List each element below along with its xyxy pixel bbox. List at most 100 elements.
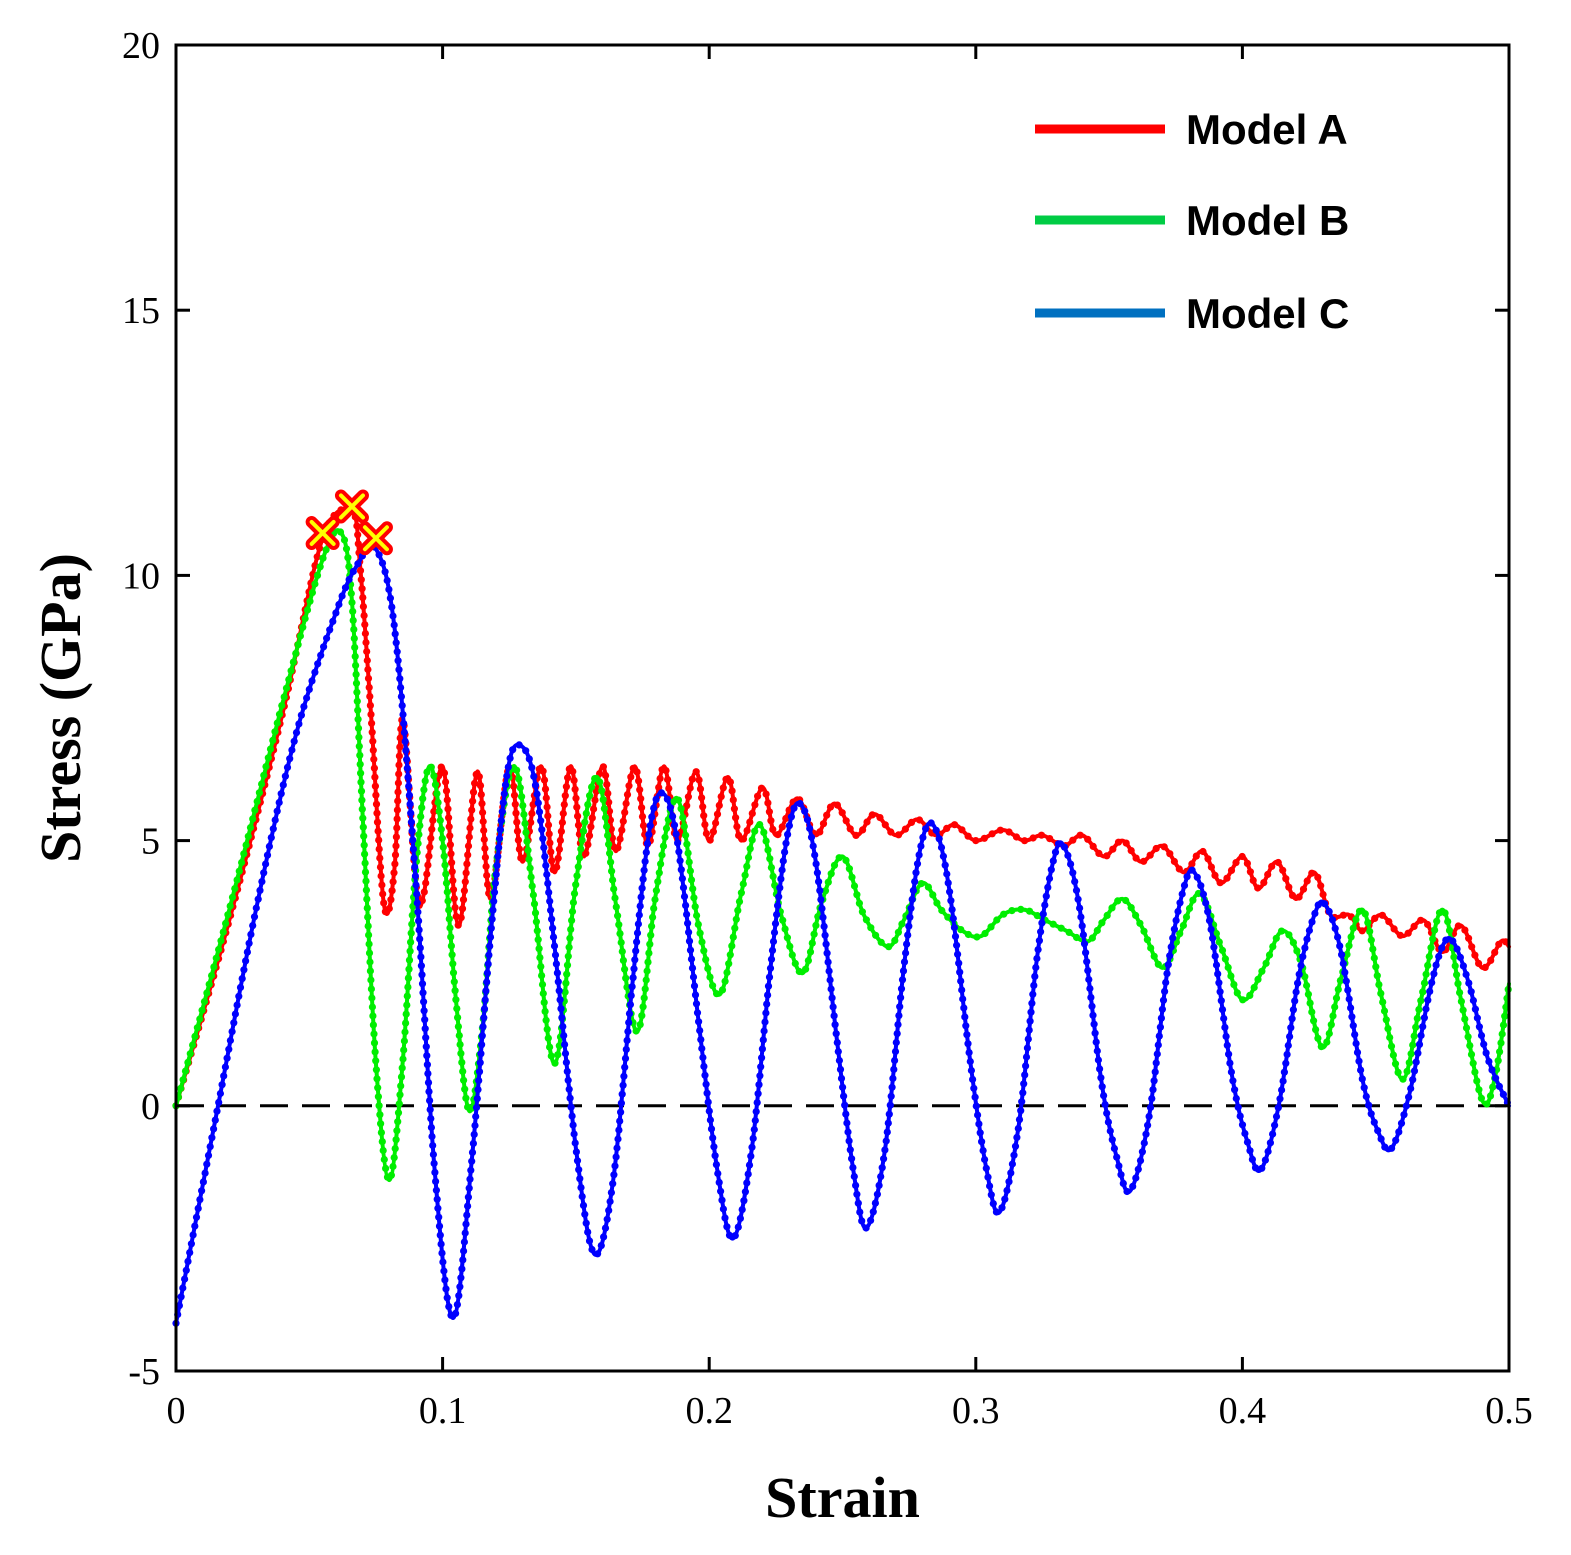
series-point-model-b — [573, 872, 581, 880]
series-point-model-a — [527, 818, 535, 827]
series-point-model-b — [177, 1084, 185, 1092]
series-point-model-c — [420, 1007, 428, 1015]
series-point-model-b — [723, 968, 731, 977]
series-point-model-c — [759, 1036, 767, 1044]
series-point-model-b — [355, 733, 363, 741]
series-point-model-a — [715, 801, 723, 810]
series-point-model-c — [413, 890, 421, 898]
series-point-model-a — [695, 776, 703, 784]
series-point-model-c — [1132, 1174, 1140, 1182]
series-point-model-a — [572, 794, 580, 802]
series-point-model-a — [389, 878, 397, 886]
series-point-model-c — [550, 942, 559, 950]
series-point-model-c — [1374, 1127, 1382, 1135]
series-point-model-b — [611, 894, 619, 902]
series-point-model-c — [616, 1117, 624, 1125]
series-point-model-b — [767, 864, 776, 872]
series-point-model-a — [460, 887, 468, 895]
y-tick-label: 0 — [141, 1086, 160, 1128]
series-point-model-a — [363, 656, 371, 665]
series-point-model-b — [1103, 911, 1111, 920]
series-point-model-b — [862, 916, 871, 924]
series-point-model-a — [510, 791, 519, 799]
series-point-model-c — [400, 728, 408, 737]
series-point-model-c — [642, 848, 650, 857]
series-point-model-b — [357, 787, 366, 795]
series-point-model-c — [643, 839, 652, 848]
series-point-model-c — [545, 888, 553, 897]
series-point-model-b — [397, 1073, 406, 1081]
series-point-model-a — [943, 824, 951, 833]
series-point-model-c — [1090, 1020, 1098, 1028]
series-point-model-a — [1170, 857, 1178, 866]
series-point-model-a — [733, 823, 741, 831]
series-point-model-c — [191, 1222, 199, 1230]
series-point-model-b — [452, 996, 460, 1004]
series-point-model-b — [352, 661, 360, 670]
series-point-model-a — [390, 869, 398, 877]
series-point-model-c — [978, 1138, 986, 1146]
series-point-model-c — [840, 1092, 848, 1100]
series-point-model-b — [646, 940, 654, 948]
series-point-model-b — [404, 983, 412, 991]
series-point-model-b — [654, 878, 662, 886]
series-point-model-c — [734, 1223, 742, 1231]
series-point-model-b — [1272, 934, 1280, 942]
series-point-model-c — [850, 1172, 858, 1181]
series-point-model-b — [394, 1109, 403, 1117]
series-point-model-c — [1238, 1121, 1247, 1129]
series-point-model-b — [744, 853, 753, 862]
series-point-model-a — [540, 776, 549, 784]
series-point-model-c — [433, 1195, 441, 1203]
series-point-model-a — [1246, 868, 1254, 876]
series-point-model-c — [1352, 1039, 1360, 1048]
series-point-model-b — [1258, 967, 1266, 975]
series-point-model-b — [222, 919, 230, 928]
series-point-model-c — [184, 1257, 192, 1265]
series-point-model-a — [1461, 926, 1469, 934]
series-point-model-a — [1303, 877, 1311, 885]
peak-marker-model-c — [358, 521, 393, 556]
series-point-model-c — [606, 1197, 614, 1206]
series-point-model-c — [269, 825, 277, 833]
series-point-model-b — [402, 1019, 410, 1027]
series-point-model-c — [778, 866, 786, 874]
series-point-model-c — [460, 1238, 468, 1246]
series-point-model-a — [1491, 948, 1499, 957]
series-point-model-b — [1250, 983, 1258, 992]
series-point-model-a — [393, 806, 401, 814]
series-point-model-c — [249, 922, 257, 930]
series-point-model-c — [557, 1005, 565, 1013]
series-point-model-b — [563, 961, 572, 969]
series-point-model-b — [739, 880, 747, 888]
series-point-model-c — [949, 914, 957, 923]
series-point-model-c — [560, 1032, 568, 1040]
series-point-model-a — [574, 821, 583, 829]
series-point-model-c — [1210, 943, 1218, 951]
series-point-model-b — [1501, 1012, 1509, 1020]
series-point-model-c — [182, 1266, 190, 1274]
series-point-model-b — [387, 1171, 395, 1179]
series-point-model-c — [639, 875, 647, 883]
series-point-model-c — [625, 1018, 633, 1027]
series-point-model-b — [356, 760, 364, 768]
series-point-model-c — [423, 1052, 431, 1060]
series-point-model-b — [367, 976, 375, 984]
series-point-model-b — [1246, 991, 1254, 1000]
series-point-model-c — [950, 923, 959, 932]
series-point-model-c — [610, 1171, 618, 1179]
series-point-model-b — [1456, 989, 1464, 997]
series-point-model-b — [402, 1010, 410, 1018]
series-point-model-a — [394, 797, 402, 805]
series-point-model-b — [622, 974, 630, 982]
series-point-model-c — [1422, 1005, 1430, 1013]
series-point-model-c — [628, 983, 636, 991]
series-point-model-c — [954, 950, 962, 958]
series-point-model-a — [450, 895, 458, 903]
series-point-model-c — [842, 1110, 850, 1118]
series-point-model-b — [566, 934, 574, 942]
series-point-model-a — [354, 531, 362, 539]
series-point-model-b — [358, 805, 366, 813]
series-point-model-c — [1305, 926, 1313, 935]
series-point-model-c — [760, 1027, 768, 1035]
